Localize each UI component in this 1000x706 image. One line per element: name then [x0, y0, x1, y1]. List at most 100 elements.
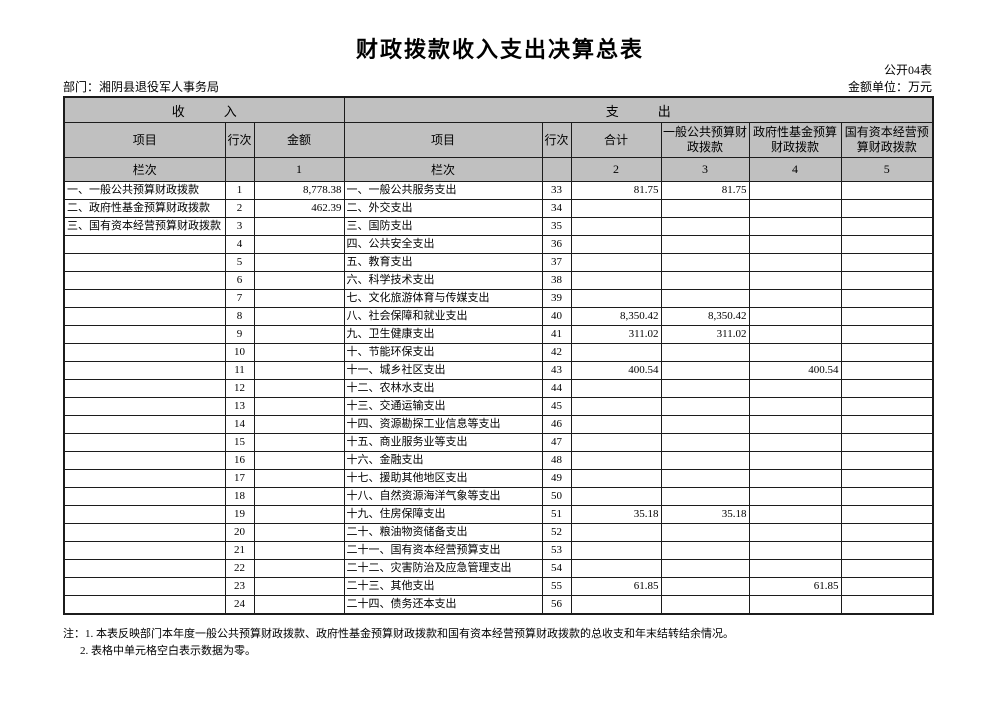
expense-line-cell: 51: [541, 505, 572, 524]
table-row: 13 十三、交通运输支出 45: [63, 397, 934, 416]
meta-row: 部门：湘阴县退役军人事务局 金额单位：万元: [63, 78, 932, 95]
income-line-cell: 14: [224, 415, 255, 434]
income-item-cell: 三、国有资本经营预算财政拨款: [63, 217, 226, 236]
doc-label: 公开04表: [883, 63, 932, 77]
col-header-income-line: 行次: [224, 122, 255, 158]
income-line-cell: 23: [224, 577, 255, 596]
income-line-cell: 12: [224, 379, 255, 398]
expense-line-cell: 40: [541, 307, 572, 326]
table-row: 11 十一、城乡社区支出 43 400.54 400.54: [63, 361, 934, 380]
income-line-cell: 15: [224, 433, 255, 452]
income-amount-cell: [253, 577, 345, 596]
expense-line-cell: 37: [541, 253, 572, 272]
expense-line-cell: 43: [541, 361, 572, 380]
gov-fund-cell: [748, 235, 842, 254]
lanci-expense-line: [541, 157, 572, 182]
income-line-cell: 4: [224, 235, 255, 254]
general-budget-cell: [660, 253, 750, 272]
state-capital-cell: [840, 523, 934, 542]
footnote-2: 2. 表格中单元格空白表示数据为零。: [80, 645, 256, 658]
expense-line-cell: 54: [541, 559, 572, 578]
expense-line-cell: 49: [541, 469, 572, 488]
state-capital-cell: [840, 343, 934, 362]
table-row: 14 十四、资源勘探工业信息等支出 46: [63, 415, 934, 434]
income-item-cell: [63, 469, 226, 488]
expense-line-cell: 50: [541, 487, 572, 506]
total-cell: [570, 541, 662, 560]
gov-fund-cell: [748, 487, 842, 506]
state-capital-cell: [840, 217, 934, 236]
col-header-state-capital: 国有资本经营预算财政拨款: [840, 122, 934, 158]
state-capital-cell: [840, 469, 934, 488]
state-capital-cell: [840, 379, 934, 398]
expense-item-cell: 十八、自然资源海洋气象等支出: [343, 487, 543, 506]
state-capital-cell: [840, 235, 934, 254]
income-amount-cell: [253, 235, 345, 254]
gov-fund-cell: [748, 523, 842, 542]
table-row: 三、国有资本经营预算财政拨款 3 三、国防支出 35: [63, 217, 934, 236]
total-cell: 8,350.42: [570, 307, 662, 326]
total-cell: [570, 199, 662, 218]
general-budget-cell: [660, 361, 750, 380]
income-amount-cell: [253, 397, 345, 416]
gov-fund-cell: [748, 595, 842, 615]
state-capital-cell: [840, 181, 934, 200]
expense-section-header: 支 出: [343, 96, 934, 123]
income-item-cell: [63, 505, 226, 524]
total-cell: [570, 523, 662, 542]
general-budget-cell: [660, 577, 750, 596]
state-capital-cell: [840, 595, 934, 615]
total-cell: [570, 253, 662, 272]
footnote-1: 注：1. 本表反映部门本年度一般公共预算财政拨款、政府性基金预算财政拨款和国有资…: [63, 628, 734, 640]
state-capital-cell: [840, 541, 934, 560]
col-header-gov-fund: 政府性基金预算财政拨款: [748, 122, 842, 158]
income-line-cell: 24: [224, 595, 255, 615]
expense-line-cell: 46: [541, 415, 572, 434]
col-header-expense-line: 行次: [541, 122, 572, 158]
gov-fund-cell: 61.85: [748, 577, 842, 596]
income-amount-cell: [253, 595, 345, 615]
general-budget-cell: [660, 199, 750, 218]
income-amount-cell: 462.39: [253, 199, 345, 218]
income-amount-cell: [253, 325, 345, 344]
total-cell: [570, 235, 662, 254]
state-capital-cell: [840, 433, 934, 452]
income-line-cell: 9: [224, 325, 255, 344]
income-amount-cell: [253, 487, 345, 506]
income-item-cell: [63, 343, 226, 362]
col-header-general-budget: 一般公共预算财政拨款: [660, 122, 750, 158]
state-capital-cell: [840, 487, 934, 506]
expense-item-cell: 十七、援助其他地区支出: [343, 469, 543, 488]
income-item-cell: [63, 307, 226, 326]
gov-fund-cell: [748, 307, 842, 326]
expense-item-cell: 二十、粮油物资储备支出: [343, 523, 543, 542]
col-header-expense-item: 项目: [343, 122, 543, 158]
state-capital-cell: [840, 253, 934, 272]
table-row: 22 二十二、灾害防治及应急管理支出 54: [63, 559, 934, 578]
table-row: 8 八、社会保障和就业支出 40 8,350.42 8,350.42: [63, 307, 934, 326]
income-item-cell: [63, 451, 226, 470]
general-budget-cell: [660, 397, 750, 416]
income-line-cell: 17: [224, 469, 255, 488]
expense-line-cell: 47: [541, 433, 572, 452]
income-line-cell: 20: [224, 523, 255, 542]
general-budget-cell: 8,350.42: [660, 307, 750, 326]
income-item-cell: [63, 559, 226, 578]
state-capital-cell: [840, 199, 934, 218]
expense-line-cell: 45: [541, 397, 572, 416]
gov-fund-cell: [748, 415, 842, 434]
expense-item-cell: 三、国防支出: [343, 217, 543, 236]
gov-fund-cell: [748, 181, 842, 200]
expense-item-cell: 二十四、债务还本支出: [343, 595, 543, 615]
income-line-cell: 8: [224, 307, 255, 326]
expense-line-cell: 35: [541, 217, 572, 236]
expense-item-cell: 四、公共安全支出: [343, 235, 543, 254]
total-cell: 35.18: [570, 505, 662, 524]
table-row: 23 二十三、其他支出 55 61.85 61.85: [63, 577, 934, 596]
income-amount-cell: 8,778.38: [253, 181, 345, 200]
income-amount-cell: [253, 505, 345, 524]
income-line-cell: 2: [224, 199, 255, 218]
general-budget-cell: [660, 541, 750, 560]
table-row: 16 十六、金融支出 48: [63, 451, 934, 470]
expense-item-cell: 二十二、灾害防治及应急管理支出: [343, 559, 543, 578]
